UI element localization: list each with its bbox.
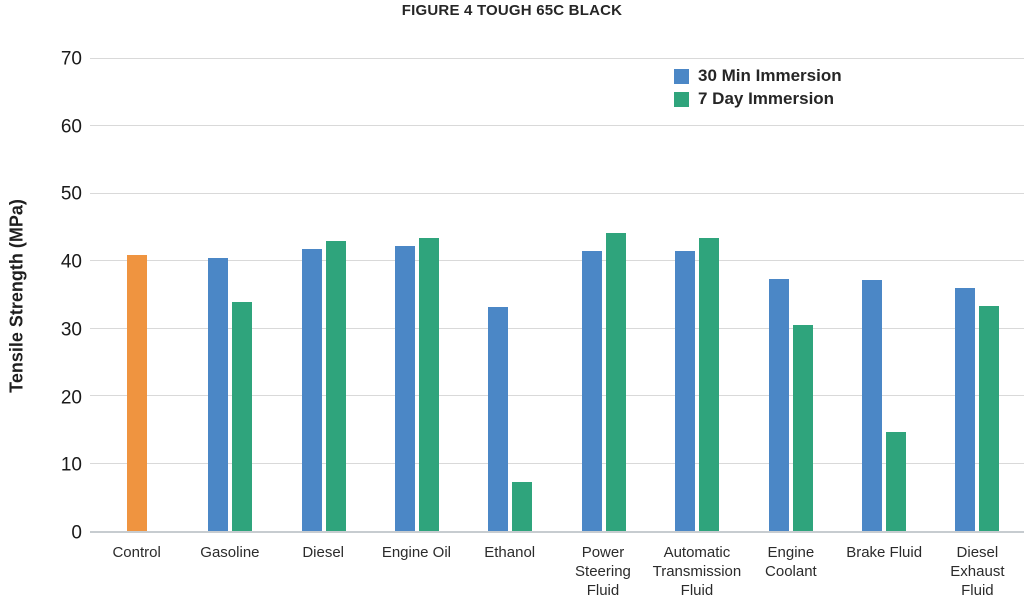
y-axis-title: Tensile Strength (MPa) [6, 199, 27, 393]
gridline [90, 395, 1024, 397]
y-tick-label: 20 [60, 387, 82, 409]
plot-area [90, 58, 1024, 533]
legend-swatch [674, 91, 689, 107]
x-axis-label: Ethanol [484, 544, 536, 561]
x-axis-label: Control [112, 544, 161, 561]
bar [301, 249, 322, 531]
y-axis-tick-labels: 0 10 20 30 40 50 60 70 [30, 50, 82, 543]
bar [581, 251, 602, 531]
bar [955, 287, 976, 531]
bar [979, 306, 1000, 531]
x-axis-label: Power Steering Fluid [575, 544, 631, 599]
bar [885, 431, 906, 531]
legend-swatch [674, 68, 689, 84]
bar-group [650, 59, 743, 531]
bar-group [277, 59, 370, 531]
y-tick-label: 0 [71, 522, 82, 544]
bar-group [464, 59, 557, 531]
gridline [90, 58, 1024, 59]
y-tick-label: 40 [60, 251, 82, 273]
x-axis-label: Diesel [302, 544, 344, 561]
legend-item: 7 Day Immersion [674, 89, 842, 109]
legend-label: 30 Min Immersion [698, 66, 842, 85]
bar [488, 307, 509, 531]
legend: 30 Min Immersion 7 Day Immersion [674, 66, 842, 109]
bar [605, 232, 626, 531]
y-tick-label: 60 [60, 116, 82, 138]
bar [768, 278, 789, 531]
bar-group [183, 59, 276, 531]
gridline [90, 125, 1024, 127]
bar-group [931, 59, 1024, 531]
x-axis-labels: Control Gasoline Diesel Engine Oil Ethanol Po… [90, 544, 1024, 600]
gridline [90, 462, 1024, 464]
y-tick-label: 30 [60, 319, 82, 341]
gridline [90, 260, 1024, 262]
bar [861, 280, 882, 531]
gridline [90, 327, 1024, 329]
bar-group [837, 59, 930, 531]
legend-label: 7 Day Immersion [698, 89, 835, 108]
x-axis-label: Brake Fluid [846, 544, 923, 561]
bar-group [370, 59, 463, 531]
bar [512, 481, 533, 531]
bar [699, 237, 720, 531]
bar [208, 257, 229, 531]
bar [418, 237, 439, 531]
legend-item: 30 Min Immersion [674, 66, 842, 86]
bar [675, 251, 696, 531]
bar [394, 245, 415, 531]
y-tick-label: 70 [60, 48, 82, 70]
x-axis-label: Engine Oil [381, 544, 452, 561]
bar [232, 301, 253, 531]
bar [126, 254, 147, 531]
bar-groups [90, 59, 1024, 531]
bar-group [557, 59, 650, 531]
x-axis-label: Gasoline [200, 544, 260, 561]
bar-group [90, 59, 183, 531]
chart-title: FIGURE 4 TOUGH 65C BLACK [401, 2, 623, 19]
y-tick-label: 10 [60, 454, 82, 476]
x-axis-label: Diesel Exhaust Fluid [950, 544, 1005, 599]
y-tick-label: 50 [60, 183, 82, 205]
bar-group [744, 59, 837, 531]
bar [325, 241, 346, 531]
x-axis-label: Engine Coolant [765, 544, 817, 580]
bar [792, 325, 813, 531]
gridline [90, 192, 1024, 194]
x-axis-label: Automatic Transmission Fluid [652, 544, 742, 599]
